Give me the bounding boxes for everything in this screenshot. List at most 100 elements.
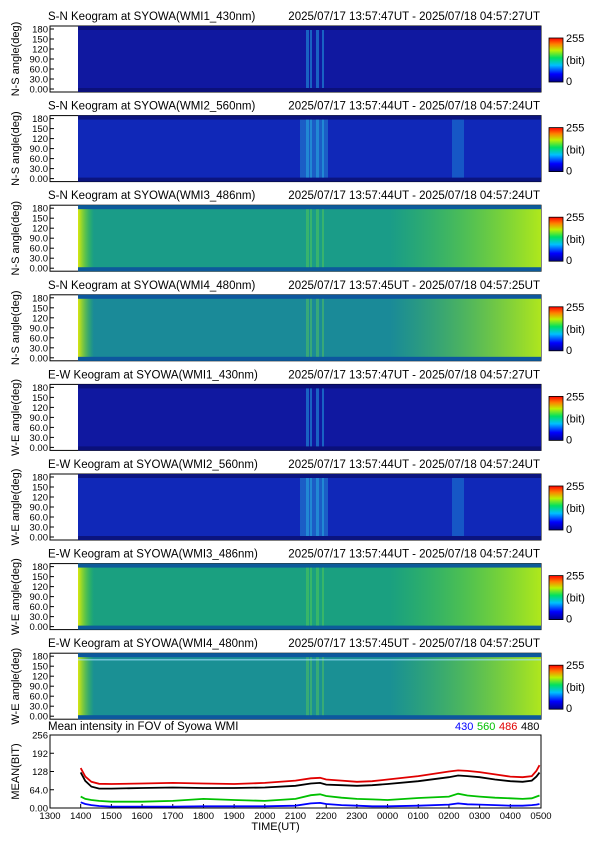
- x-tick-label: 0500: [530, 811, 551, 822]
- keogram-panel: E-W Keogram at SYOWA(WMI4_480nm) 2025/07/…: [10, 638, 585, 724]
- aurora-band: [452, 478, 464, 536]
- colorbar-unit-label: (bit): [566, 503, 585, 515]
- y-tick-label: 30.0: [30, 433, 49, 444]
- keogram-edge-band: [78, 563, 541, 568]
- keogram-edge-band: [78, 115, 541, 120]
- horizon-line: [78, 659, 541, 661]
- y-tick-label: 60.0: [30, 333, 49, 344]
- aurora-streak: [306, 657, 309, 716]
- colorbar-min-label: 0: [566, 166, 572, 178]
- aurora-streak: [306, 567, 309, 626]
- keogram-panel: S-N Keogram at SYOWA(WMI3_486nm) 2025/07/…: [10, 190, 585, 275]
- keogram-bright-region: [390, 298, 541, 357]
- y-tick-label: 90.0: [30, 323, 49, 334]
- y-tick-label: 0.00: [30, 85, 49, 96]
- y-tick-label: 60.0: [30, 513, 49, 524]
- y-tick-label: 150: [32, 483, 48, 494]
- y-tick-label: 120: [32, 134, 48, 145]
- aurora-streak: [316, 567, 319, 626]
- colorbar: [548, 485, 564, 531]
- colorbar-unit-label: (bit): [566, 593, 585, 605]
- y-tick-label: 60.0: [30, 423, 49, 434]
- keogram-panel: E-W Keogram at SYOWA(WMI2_560nm) 2025/07/…: [10, 459, 585, 545]
- aurora-streak: [322, 209, 324, 268]
- aurora-streak: [316, 478, 319, 536]
- colorbar-max-label: 255: [566, 391, 584, 403]
- aurora-streak: [322, 478, 324, 536]
- x-tick-label: 0100: [408, 811, 429, 822]
- aurora-band: [300, 119, 328, 178]
- colorbar: [548, 395, 564, 441]
- chart-title: Mean intensity in FOV of Syowa WMI: [48, 721, 238, 733]
- keogram-image: [78, 115, 541, 182]
- colorbar-max-label: 255: [566, 123, 584, 135]
- aurora-streak: [322, 657, 324, 716]
- keogram-bright-region: [390, 209, 541, 268]
- colorbar: [548, 664, 564, 710]
- y-tick-label: 180: [32, 25, 48, 36]
- aurora-streak: [310, 209, 312, 268]
- aurora-streak: [306, 388, 309, 447]
- series-line-430: [80, 801, 540, 808]
- y-axis-label: W-E angle(deg): [10, 558, 22, 635]
- y-tick-label: 30.0: [30, 612, 49, 623]
- aurora-streak: [316, 388, 319, 447]
- x-tick-label: 1900: [224, 811, 245, 822]
- aurora-streak: [310, 119, 312, 178]
- x-tick-label: 2300: [346, 811, 367, 822]
- y-axis-label: N-S angle(deg): [10, 111, 22, 186]
- y-tick-label: 90.0: [30, 682, 49, 693]
- x-tick-label: 1600: [131, 811, 152, 822]
- keogram-image: [78, 474, 541, 540]
- x-tick-label: 0400: [500, 811, 521, 822]
- y-axis-label: MEAN(BIT): [10, 743, 22, 799]
- keogram-edge-band: [78, 294, 541, 299]
- keogram-image: [78, 26, 541, 92]
- y-axis-label: N-S angle(deg): [10, 22, 22, 97]
- y-tick-label: 90.0: [30, 503, 49, 514]
- y-axis-label: W-E angle(deg): [10, 648, 22, 725]
- aurora-streak: [310, 30, 312, 88]
- keogram-bright-edge: [78, 298, 94, 357]
- colorbar-unit-label: (bit): [566, 413, 585, 425]
- colorbar-min-label: 0: [566, 703, 572, 715]
- y-tick-label: 150: [32, 303, 48, 314]
- y-tick-label: 180: [32, 204, 48, 215]
- y-tick-label: 120: [32, 224, 48, 235]
- y-tick-label: 180: [32, 293, 48, 304]
- aurora-streak: [316, 119, 319, 178]
- colorbar-unit-label: (bit): [566, 324, 585, 336]
- x-tick-label: 1800: [193, 811, 214, 822]
- keogram-edge-band: [78, 26, 541, 30]
- panel-time-range: 2025/07/17 13:57:44UT - 2025/07/18 04:57…: [288, 190, 540, 202]
- aurora-streak: [322, 30, 324, 88]
- aurora-streak: [316, 298, 319, 357]
- y-tick-label: 120: [32, 45, 48, 56]
- aurora-streak: [310, 388, 312, 447]
- keogram-edge-band: [78, 88, 541, 92]
- y-tick-label: 60.0: [30, 602, 49, 613]
- keogram-edge-band: [78, 653, 541, 658]
- aurora-streak: [310, 298, 312, 357]
- aurora-streak: [306, 298, 309, 357]
- aurora-band: [452, 119, 464, 178]
- y-tick-label: 0.00: [30, 804, 49, 815]
- colorbar: [548, 216, 564, 262]
- y-tick-label: 256: [32, 731, 48, 742]
- x-axis-label: TIME(UT): [251, 821, 299, 833]
- x-tick-label: 1500: [101, 811, 122, 822]
- y-tick-label: 120: [32, 313, 48, 324]
- y-tick-label: 120: [32, 672, 48, 683]
- keogram-panel: E-W Keogram at SYOWA(WMI3_486nm) 2025/07/…: [10, 549, 585, 635]
- y-tick-label: 0.00: [30, 174, 49, 185]
- colorbar-unit-label: (bit): [566, 234, 585, 246]
- x-tick-label: 2200: [316, 811, 337, 822]
- aurora-streak: [310, 657, 312, 716]
- keogram-edge-band: [78, 536, 541, 540]
- y-tick-label: 60.0: [30, 65, 49, 76]
- keogram-edge-band: [78, 267, 541, 272]
- keogram-edge-band: [78, 625, 541, 630]
- x-tick-label: 2000: [254, 811, 275, 822]
- colorbar-unit-label: (bit): [566, 682, 585, 694]
